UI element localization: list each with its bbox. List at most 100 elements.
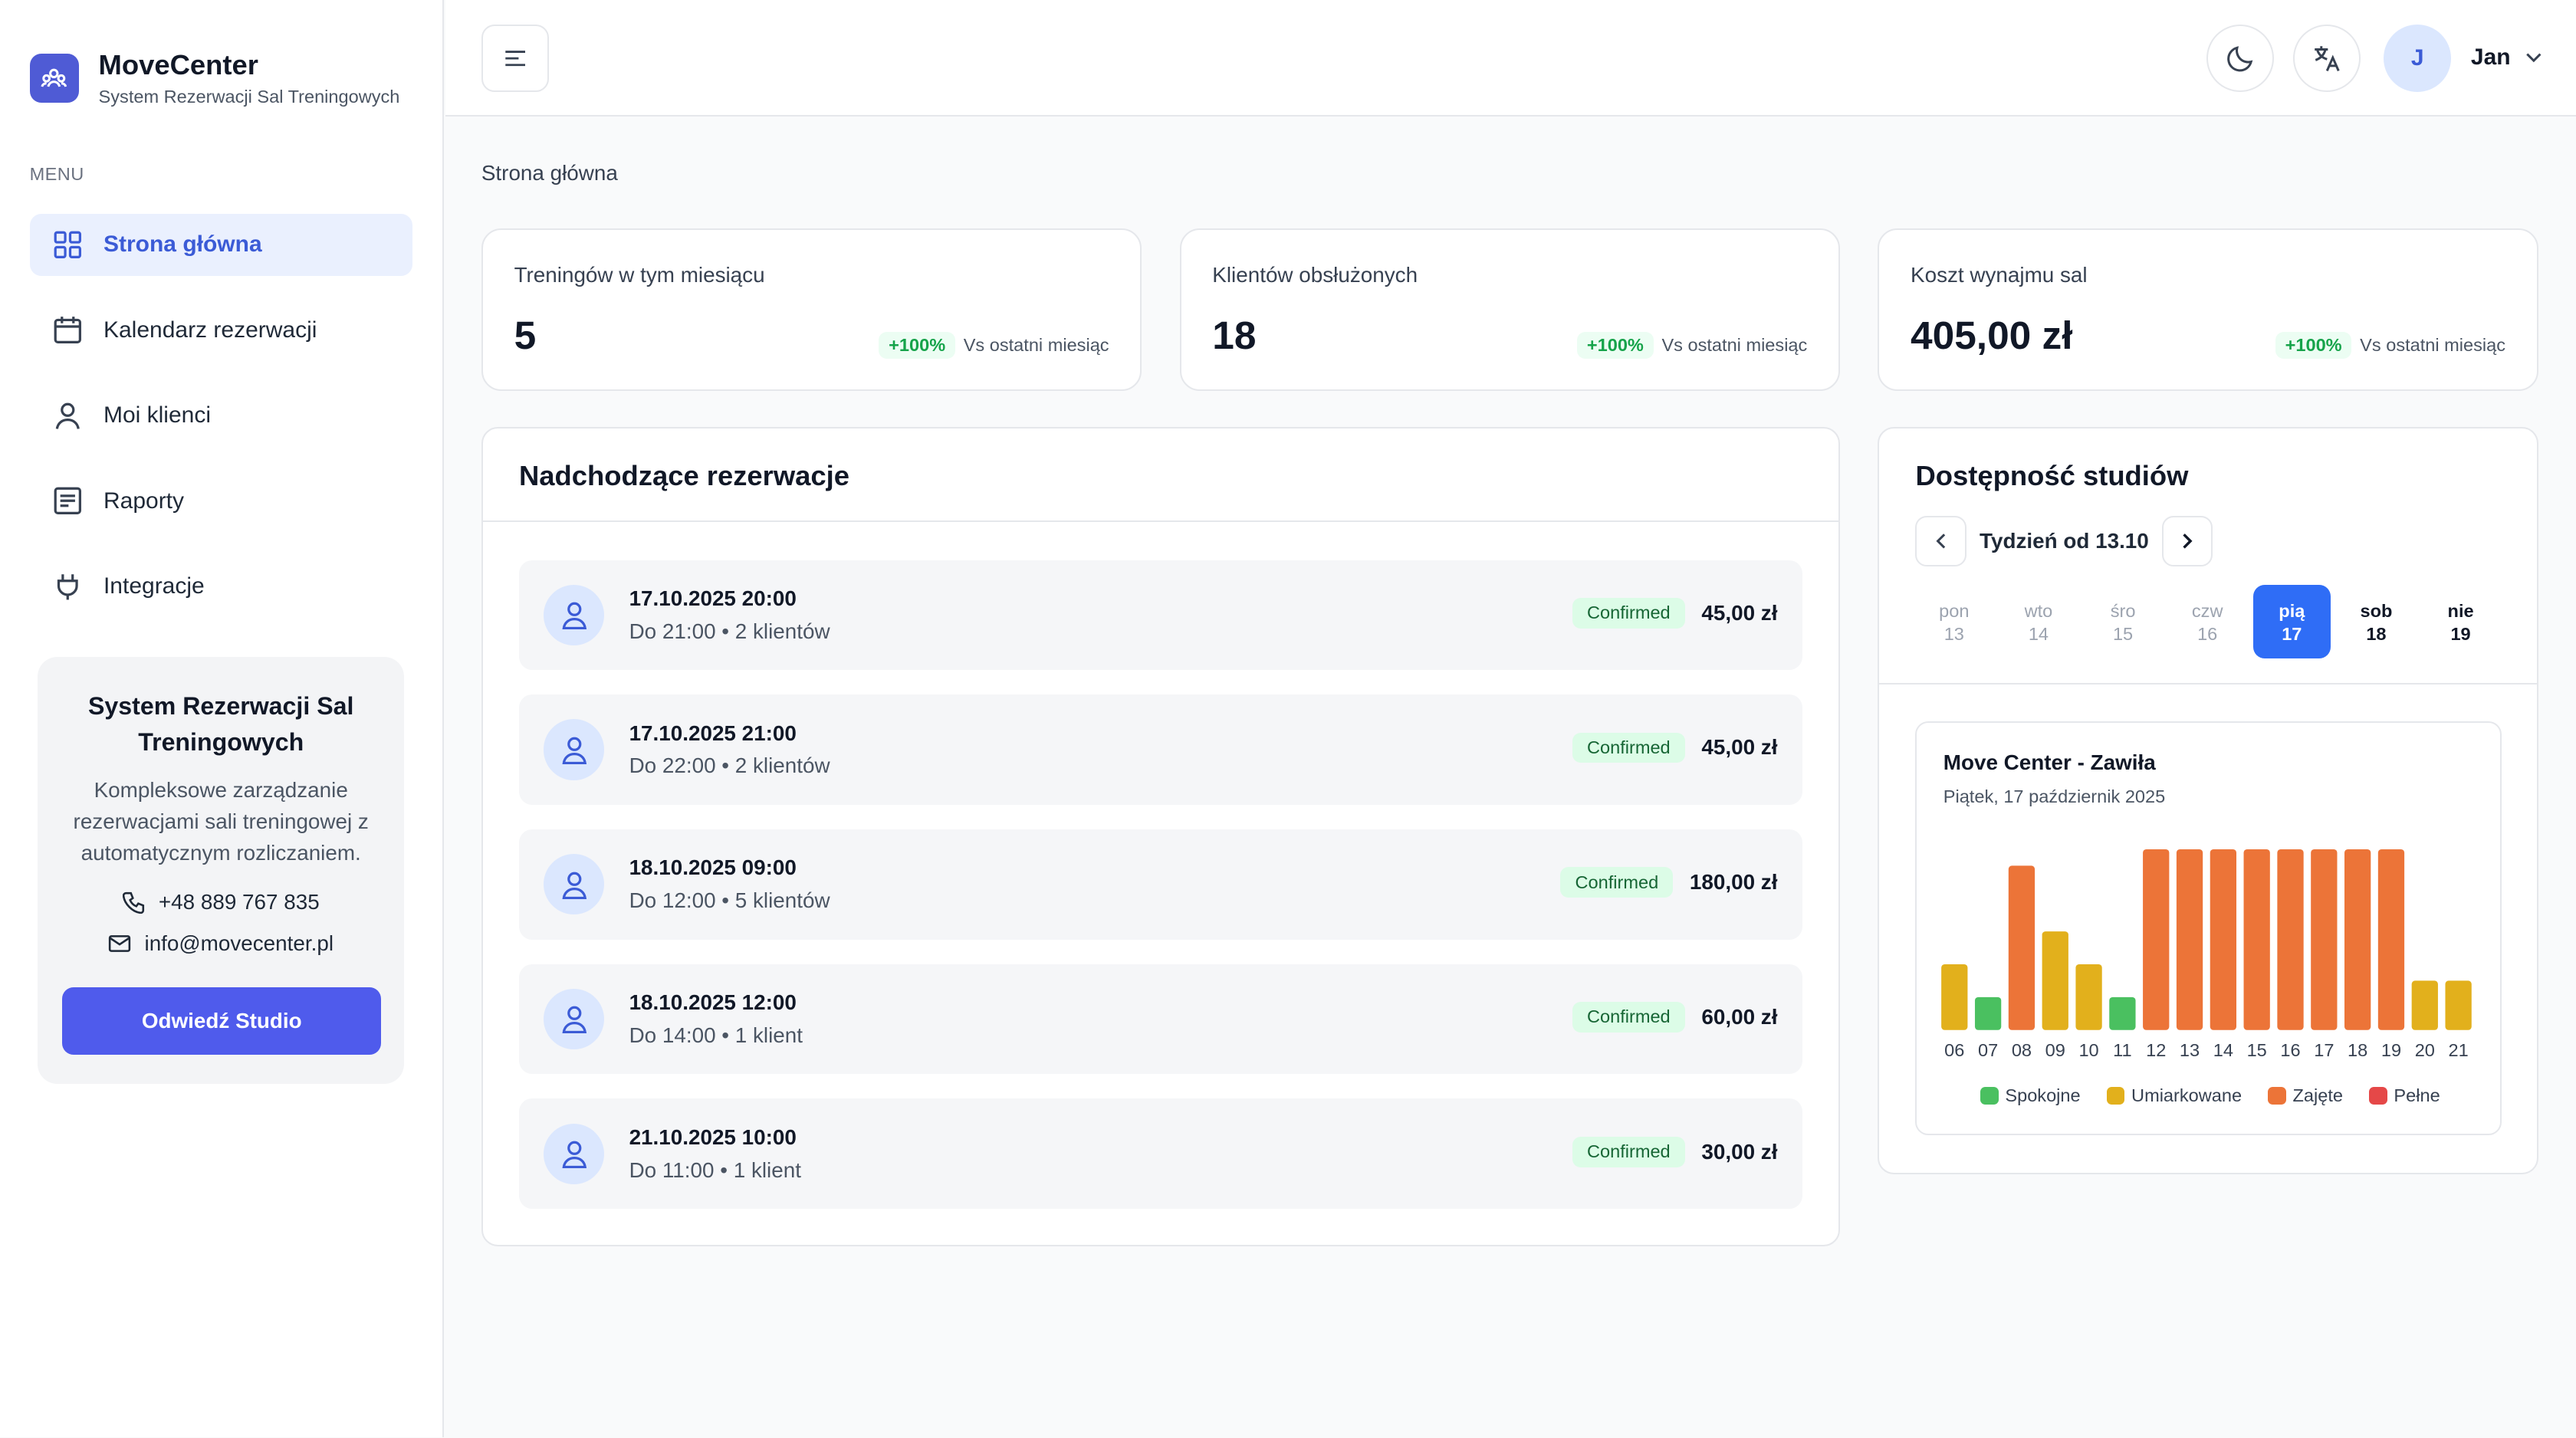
chart-tick-label: 12 bbox=[2147, 1040, 2167, 1060]
sidebar-item-label: Moi klienci bbox=[103, 402, 212, 428]
chart-bar bbox=[2412, 980, 2439, 1030]
chart-tick-label: 16 bbox=[2281, 1040, 2301, 1060]
day-number: 17 bbox=[2282, 623, 2302, 644]
stat-delta: +100% Vs ostatni miesiąc bbox=[1577, 331, 1808, 360]
status-badge: Confirmed bbox=[1560, 867, 1674, 898]
reservations-panel: Nadchodzące rezerwacje 17.10.2025 20:00 D… bbox=[481, 427, 1841, 1247]
day-name: śro bbox=[2110, 600, 2136, 621]
calendar-icon bbox=[54, 317, 81, 344]
reservation-meta: Confirmed 30,00 zł bbox=[1572, 1136, 1777, 1167]
reservation-row[interactable]: 17.10.2025 21:00 Do 22:00 • 2 klientów Con… bbox=[519, 694, 1802, 805]
day-nie[interactable]: nie 19 bbox=[2422, 585, 2499, 658]
chart-bar bbox=[2143, 849, 2170, 1030]
availability-panel: Dostępność studiów Tydzień od 13.10 pon 1… bbox=[1878, 427, 2538, 1175]
user-name: Jan bbox=[2470, 44, 2511, 70]
studio-name: Move Center - Zawiła bbox=[1943, 750, 2156, 774]
studio-date: Piątek, 17 październik 2025 bbox=[1943, 786, 2166, 807]
translate-icon bbox=[2315, 45, 2340, 71]
reservation-date: 18.10.2025 09:00 bbox=[629, 855, 797, 880]
delta-badge: +100% bbox=[1577, 331, 1654, 360]
legend-item: Zajęte bbox=[2268, 1085, 2343, 1106]
menu-toggle-button[interactable] bbox=[481, 25, 549, 92]
legend-label: Umiarkowane bbox=[2131, 1085, 2242, 1106]
day-wto[interactable]: wto 14 bbox=[2000, 585, 2078, 658]
plug-icon bbox=[57, 573, 78, 600]
stat-card: Klientów obsłużonych 18 +100% Vs ostatni… bbox=[1179, 228, 1841, 391]
day-selector: pon 13 wto 14 śro 15 czw 16 pią 17 sob 18 nie 19 bbox=[1915, 584, 2506, 659]
sidebar-item-label: Integracje bbox=[103, 573, 205, 599]
reservation-date: 21.10.2025 10:00 bbox=[629, 1124, 797, 1149]
day-pon[interactable]: pon 13 bbox=[1915, 585, 1993, 658]
stat-delta: +100% Vs ostatni miesiąc bbox=[2275, 331, 2506, 360]
reservation-details: Do 14:00 • 1 klient bbox=[629, 1023, 803, 1047]
stat-delta: +100% Vs ostatni miesiąc bbox=[879, 331, 1109, 360]
user-icon bbox=[544, 584, 605, 645]
sidebar-item-reports[interactable]: Raporty bbox=[30, 470, 412, 532]
chart-bar bbox=[2445, 980, 2472, 1030]
day-śro[interactable]: śro 15 bbox=[2085, 585, 2162, 658]
user-icon bbox=[544, 1123, 605, 1184]
promo-card: System Rezerwacji Sal Treningowych Kompl… bbox=[38, 657, 405, 1085]
user-icon bbox=[544, 988, 605, 1050]
chart-tick-label: 19 bbox=[2381, 1040, 2401, 1060]
reservation-price: 45,00 zł bbox=[1701, 600, 1778, 625]
user-icon bbox=[55, 402, 80, 429]
chevron-left-icon bbox=[1936, 534, 1946, 549]
reservation-details: Do 11:00 • 1 klient bbox=[629, 1157, 801, 1182]
reservation-price: 60,00 zł bbox=[1701, 1004, 1778, 1029]
menu-icon bbox=[504, 51, 525, 67]
phone-icon bbox=[122, 892, 144, 914]
brand[interactable]: MoveCenter System Rezerwacji Sal Trening… bbox=[29, 49, 399, 107]
chart-tick-label: 14 bbox=[2213, 1040, 2233, 1060]
reservation-row[interactable]: 18.10.2025 12:00 Do 14:00 • 1 klient Confi… bbox=[519, 964, 1802, 1075]
reservation-price: 45,00 zł bbox=[1701, 735, 1778, 760]
promo-phone[interactable]: +48 889 767 835 bbox=[38, 890, 404, 914]
reservation-details: Do 21:00 • 2 klientów bbox=[629, 619, 830, 643]
promo-email[interactable]: info@movecenter.pl bbox=[38, 931, 404, 956]
mail-icon bbox=[109, 934, 131, 952]
promo-email-text: info@movecenter.pl bbox=[144, 931, 334, 955]
theme-toggle-button[interactable] bbox=[2206, 25, 2274, 92]
user-icon bbox=[544, 719, 605, 780]
grid-icon bbox=[54, 231, 81, 258]
legend-swatch bbox=[1980, 1086, 1999, 1105]
day-czw[interactable]: czw 16 bbox=[2169, 585, 2246, 658]
delta-compare: Vs ostatni miesiąc bbox=[2360, 335, 2506, 355]
language-button[interactable] bbox=[2293, 25, 2361, 92]
chart-bar bbox=[2042, 931, 2069, 1030]
day-name: pon bbox=[1939, 600, 1970, 621]
day-sob[interactable]: sob 18 bbox=[2338, 585, 2415, 658]
reservation-row[interactable]: 21.10.2025 10:00 Do 11:00 • 1 klient Confi… bbox=[519, 1098, 1802, 1209]
day-name: nie bbox=[2447, 600, 2474, 621]
delta-compare: Vs ostatni miesiąc bbox=[1661, 335, 1808, 355]
people-icon bbox=[29, 53, 79, 103]
reservation-date: 17.10.2025 20:00 bbox=[629, 586, 797, 610]
sidebar-item-clients[interactable]: Moi klienci bbox=[30, 384, 412, 446]
day-name: czw bbox=[2191, 600, 2223, 621]
status-badge: Confirmed bbox=[1572, 1136, 1685, 1167]
legend-swatch bbox=[2106, 1086, 2125, 1105]
sidebar-item-calendar[interactable]: Kalendarz rezerwacji bbox=[30, 299, 412, 361]
visit-studio-button[interactable]: Odwiedź Studio bbox=[62, 987, 382, 1055]
avatar[interactable]: J bbox=[2384, 25, 2452, 92]
next-week-button[interactable] bbox=[2161, 515, 2213, 567]
chart-tick-label: 18 bbox=[2348, 1040, 2368, 1060]
stat-card: Koszt wynajmu sal 405,00 zł +100% Vs ost… bbox=[1878, 228, 2538, 391]
delta-badge: +100% bbox=[879, 331, 955, 360]
sidebar-item-integrations[interactable]: Integracje bbox=[30, 555, 412, 617]
legend-label: Pełne bbox=[2394, 1085, 2440, 1106]
legend-label: Spokojne bbox=[2005, 1085, 2081, 1106]
chevron-right-icon bbox=[2183, 534, 2193, 549]
prev-week-button[interactable] bbox=[1915, 515, 1967, 567]
user-menu[interactable]: Jan bbox=[2471, 44, 2544, 71]
stat-label: Koszt wynajmu sal bbox=[1911, 262, 2088, 287]
reservation-row[interactable]: 17.10.2025 20:00 Do 21:00 • 2 klientów Con… bbox=[519, 560, 1802, 671]
chart-tick-label: 11 bbox=[2114, 1040, 2132, 1060]
promo-phone-text: +48 889 767 835 bbox=[158, 890, 320, 914]
reservation-date: 17.10.2025 21:00 bbox=[629, 721, 797, 745]
chart-bar bbox=[2075, 964, 2103, 1030]
day-pią[interactable]: pią 17 bbox=[2252, 584, 2331, 659]
reservation-row[interactable]: 18.10.2025 09:00 Do 12:00 • 5 klientów Con… bbox=[519, 829, 1802, 940]
occupancy-chart: 06 07 08 09 10 11 12 13 14 15 16 17 18 19 20 21 bbox=[1941, 849, 2472, 1060]
sidebar-item-home[interactable]: Strona główna bbox=[29, 213, 412, 276]
